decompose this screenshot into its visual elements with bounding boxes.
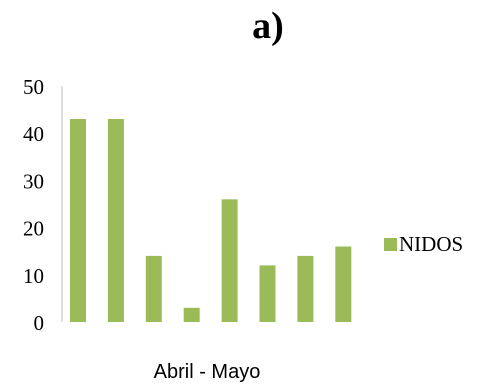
x-axis-label: Abril - Mayo [154, 361, 261, 383]
bar [145, 255, 162, 322]
bar [107, 119, 124, 322]
bar-group [70, 119, 352, 322]
bar [259, 265, 276, 322]
legend: NIDOS [384, 232, 463, 256]
chart-title: a) [252, 5, 284, 47]
bar [70, 119, 86, 322]
bar [183, 307, 200, 322]
y-axis-tick-labels: 0 10 20 30 40 50 [23, 75, 44, 335]
y-tick-label: 0 [34, 311, 45, 335]
y-tick-label: 40 [23, 122, 44, 146]
legend-label-nidos: NIDOS [399, 232, 463, 256]
y-tick-label: 50 [23, 75, 44, 99]
y-tick-label: 10 [23, 264, 44, 288]
bar [297, 255, 314, 322]
y-tick-label: 30 [23, 169, 44, 193]
legend-swatch-nidos [384, 238, 397, 251]
bar [221, 199, 238, 322]
bar [335, 246, 352, 322]
y-tick-label: 20 [23, 217, 44, 241]
